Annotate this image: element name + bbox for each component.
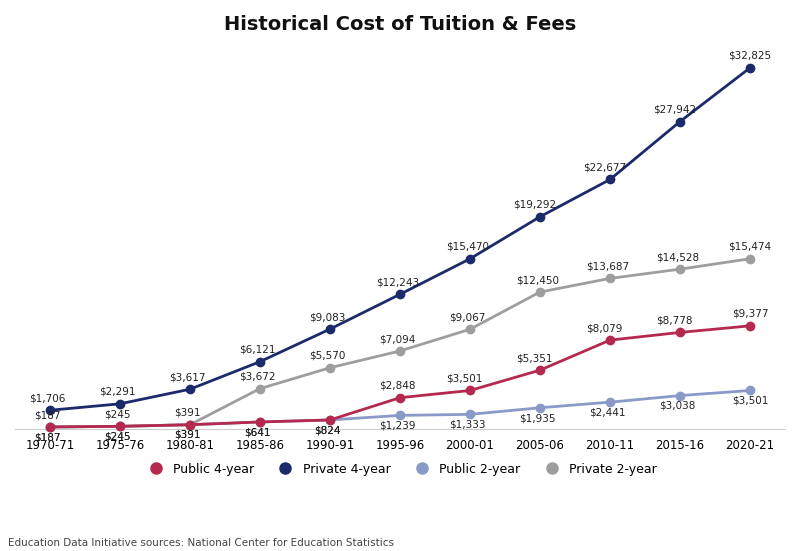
Public 4-year: [186, 422, 195, 428]
Private 4-year: [675, 118, 685, 125]
Public 2-year: [255, 419, 265, 425]
Public 4-year: [255, 419, 265, 425]
Text: $824: $824: [314, 425, 341, 435]
Text: $15,474: $15,474: [729, 242, 771, 252]
Private 2-year: [186, 422, 195, 428]
Text: $32,825: $32,825: [729, 51, 771, 61]
Text: $7,094: $7,094: [379, 334, 415, 344]
Text: $3,617: $3,617: [169, 372, 206, 382]
Public 2-year: [45, 424, 54, 430]
Text: $14,528: $14,528: [656, 252, 698, 262]
Text: $641: $641: [244, 427, 270, 437]
Public 4-year: [675, 329, 685, 336]
Private 4-year: [255, 358, 265, 365]
Public 2-year: [675, 392, 685, 399]
Text: $9,067: $9,067: [449, 312, 486, 322]
Text: $187: $187: [34, 410, 61, 420]
Text: $641: $641: [244, 427, 270, 437]
Text: $5,351: $5,351: [516, 353, 553, 363]
Private 4-year: [466, 256, 475, 262]
Public 2-year: [535, 404, 545, 411]
Private 2-year: [115, 423, 125, 430]
Text: $9,377: $9,377: [732, 309, 768, 319]
Text: $2,441: $2,441: [589, 407, 626, 418]
Text: $3,501: $3,501: [732, 396, 768, 406]
Text: $391: $391: [174, 408, 201, 418]
Private 4-year: [746, 64, 755, 71]
Legend: Public 4-year, Private 4-year, Public 2-year, Private 2-year: Public 4-year, Private 4-year, Public 2-…: [138, 457, 662, 480]
Line: Public 4-year: Public 4-year: [46, 322, 754, 431]
Text: $1,935: $1,935: [519, 413, 555, 423]
Public 4-year: [466, 387, 475, 394]
Text: $391: $391: [174, 430, 201, 440]
Private 4-year: [115, 401, 125, 407]
Text: $245: $245: [104, 409, 130, 419]
Text: $245: $245: [104, 431, 130, 441]
Private 2-year: [255, 385, 265, 392]
Text: $824: $824: [314, 425, 341, 435]
Public 2-year: [466, 411, 475, 418]
Private 4-year: [606, 176, 615, 183]
Private 2-year: [535, 289, 545, 295]
Public 2-year: [746, 387, 755, 394]
Text: $2,291: $2,291: [99, 387, 135, 397]
Private 2-year: [466, 326, 475, 333]
Text: $27,942: $27,942: [653, 105, 696, 115]
Text: $1,333: $1,333: [449, 420, 486, 430]
Text: $22,677: $22,677: [583, 163, 626, 172]
Text: Education Data Initiative sources: National Center for Education Statistics: Education Data Initiative sources: Natio…: [8, 538, 394, 548]
Private 4-year: [45, 407, 54, 414]
Public 2-year: [325, 417, 335, 423]
Public 4-year: [606, 337, 615, 343]
Text: $3,672: $3,672: [239, 372, 275, 382]
Text: $8,778: $8,778: [656, 316, 693, 326]
Text: $19,292: $19,292: [513, 200, 556, 210]
Text: $187: $187: [34, 432, 61, 442]
Public 2-year: [115, 423, 125, 430]
Text: $187: $187: [34, 432, 61, 442]
Text: $8,079: $8,079: [586, 323, 622, 333]
Public 2-year: [606, 399, 615, 406]
Private 2-year: [45, 424, 54, 430]
Public 2-year: [395, 412, 405, 419]
Private 2-year: [606, 275, 615, 282]
Text: $1,706: $1,706: [29, 393, 66, 403]
Private 2-year: [675, 266, 685, 272]
Text: $6,121: $6,121: [239, 345, 275, 355]
Private 4-year: [395, 291, 405, 298]
Public 4-year: [746, 322, 755, 329]
Public 2-year: [186, 422, 195, 428]
Private 2-year: [746, 256, 755, 262]
Text: $12,243: $12,243: [376, 277, 418, 288]
Private 4-year: [535, 213, 545, 220]
Text: $9,083: $9,083: [309, 312, 346, 322]
Line: Private 2-year: Private 2-year: [46, 255, 754, 431]
Private 4-year: [186, 386, 195, 392]
Private 2-year: [395, 348, 405, 354]
Text: $3,501: $3,501: [446, 374, 482, 383]
Private 2-year: [325, 364, 335, 371]
Public 4-year: [535, 367, 545, 374]
Text: $5,570: $5,570: [309, 351, 346, 361]
Public 4-year: [325, 417, 335, 423]
Private 4-year: [325, 326, 335, 332]
Text: $245: $245: [104, 431, 130, 441]
Line: Public 2-year: Public 2-year: [46, 386, 754, 431]
Text: $2,848: $2,848: [379, 381, 415, 391]
Public 4-year: [395, 395, 405, 401]
Text: $1,239: $1,239: [379, 420, 415, 431]
Text: $13,687: $13,687: [586, 262, 629, 272]
Line: Private 4-year: Private 4-year: [46, 64, 754, 414]
Text: $3,038: $3,038: [659, 401, 695, 411]
Title: Historical Cost of Tuition & Fees: Historical Cost of Tuition & Fees: [224, 15, 576, 34]
Text: $12,450: $12,450: [516, 275, 558, 285]
Public 4-year: [45, 424, 54, 430]
Text: $391: $391: [174, 430, 201, 440]
Text: $15,470: $15,470: [446, 242, 489, 252]
Public 4-year: [115, 423, 125, 430]
